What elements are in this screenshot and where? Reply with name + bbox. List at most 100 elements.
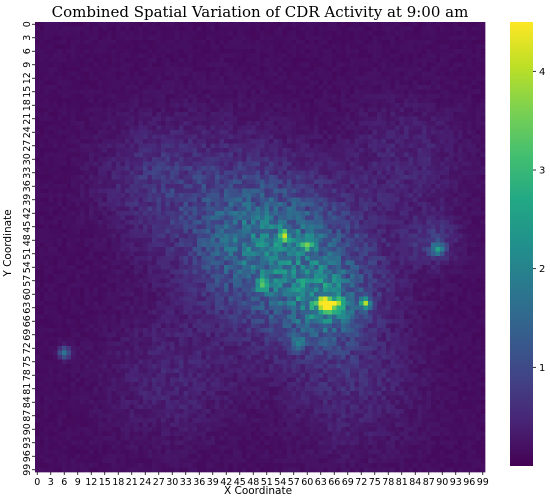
heatmap-cell: [372, 71, 378, 77]
heatmap-cell: [359, 112, 364, 117]
heatmap-cell: [287, 67, 292, 72]
heatmap-cell: [480, 197, 486, 203]
heatmap-cell: [201, 197, 207, 203]
heatmap-cell: [93, 139, 99, 144]
heatmap-cell: [480, 143, 486, 149]
heatmap-cell: [48, 112, 54, 117]
heatmap-cell: [282, 121, 288, 126]
heatmap-cell: [323, 175, 328, 180]
heatmap-cell: [228, 242, 234, 248]
heatmap-cell: [233, 229, 238, 234]
heatmap-cell: [323, 26, 328, 32]
heatmap-cell: [183, 215, 189, 221]
heatmap-cell: [84, 53, 90, 59]
heatmap-cell: [39, 193, 45, 198]
heatmap-cell: [345, 143, 351, 149]
heatmap-cell: [354, 193, 360, 198]
heatmap-cell: [125, 62, 130, 68]
heatmap-cell: [57, 121, 63, 126]
heatmap-cell: [314, 215, 319, 221]
heatmap-cell: [314, 116, 319, 122]
heatmap-cell: [359, 193, 364, 198]
heatmap-cell: [143, 107, 148, 113]
heatmap-cell: [399, 89, 405, 95]
heatmap-cell: [143, 238, 148, 243]
heatmap-cell: [35, 67, 40, 72]
heatmap-cell: [444, 220, 450, 225]
heatmap-cell: [368, 130, 373, 135]
heatmap-cell: [224, 229, 229, 234]
heatmap-cell: [102, 125, 108, 131]
heatmap-cell: [399, 49, 405, 54]
heatmap-cell: [350, 94, 355, 99]
heatmap-cell: [368, 211, 373, 216]
heatmap-cell: [138, 139, 144, 144]
heatmap-cell: [287, 220, 292, 225]
heatmap-cell: [372, 67, 378, 72]
heatmap-cell: [309, 26, 315, 32]
heatmap-cell: [161, 53, 166, 59]
heatmap-cell: [327, 31, 333, 36]
heatmap-cell: [377, 125, 382, 131]
heatmap-cell: [57, 35, 63, 41]
heatmap-cell: [255, 139, 261, 144]
heatmap-cell: [80, 35, 85, 41]
heatmap-cell: [57, 143, 63, 149]
heatmap-cell: [363, 170, 369, 176]
heatmap-cell: [341, 157, 346, 162]
heatmap-cell: [354, 71, 360, 77]
heatmap-cell: [242, 112, 247, 117]
heatmap-cell: [444, 215, 450, 221]
heatmap-cell: [215, 148, 220, 153]
heatmap-cell: [35, 215, 40, 221]
heatmap-cell: [309, 98, 315, 104]
heatmap-cell: [336, 206, 342, 212]
heatmap-cell: [408, 211, 414, 216]
heatmap-cell: [84, 94, 90, 99]
heatmap-cell: [300, 229, 306, 234]
heatmap-cell: [336, 71, 342, 77]
heatmap-cell: [125, 202, 130, 207]
heatmap-cell: [93, 152, 99, 158]
heatmap-cell: [179, 116, 184, 122]
heatmap-cell: [93, 202, 99, 207]
heatmap-cell: [368, 85, 373, 90]
heatmap-cell: [264, 53, 270, 59]
heatmap-cell: [125, 76, 130, 81]
heatmap-cell: [390, 112, 396, 117]
heatmap-cell: [165, 58, 171, 63]
heatmap-cell: [197, 193, 202, 198]
heatmap-cell: [179, 44, 184, 50]
heatmap-cell: [89, 220, 94, 225]
heatmap-cell: [314, 175, 319, 180]
heatmap-cell: [368, 22, 373, 27]
heatmap-cell: [143, 22, 148, 27]
heatmap-cell: [296, 188, 301, 194]
heatmap-cell: [305, 80, 310, 86]
heatmap-cell: [53, 80, 58, 86]
heatmap-cell: [287, 26, 292, 32]
heatmap-cell: [422, 130, 427, 135]
heatmap-cell: [165, 161, 171, 167]
heatmap-cell: [215, 31, 220, 36]
heatmap-cell: [305, 71, 310, 77]
heatmap-cell: [179, 130, 184, 135]
heatmap-cell: [368, 229, 373, 234]
heatmap-cell: [80, 44, 85, 50]
heatmap-cell: [395, 107, 400, 113]
heatmap-cell: [215, 224, 220, 230]
heatmap-cell: [156, 35, 162, 41]
heatmap-cell: [467, 67, 472, 72]
heatmap-cell: [417, 170, 423, 176]
heatmap-cell: [125, 143, 130, 149]
heatmap-cell: [75, 67, 81, 72]
heatmap-cell: [417, 220, 423, 225]
heatmap-cell: [449, 134, 454, 140]
heatmap-cell: [165, 202, 171, 207]
heatmap-cell: [332, 49, 337, 54]
heatmap-cell: [386, 197, 391, 203]
heatmap-cell: [174, 85, 180, 90]
heatmap-cell: [165, 157, 171, 162]
heatmap-cell: [120, 71, 126, 77]
heatmap-cell: [188, 179, 193, 185]
